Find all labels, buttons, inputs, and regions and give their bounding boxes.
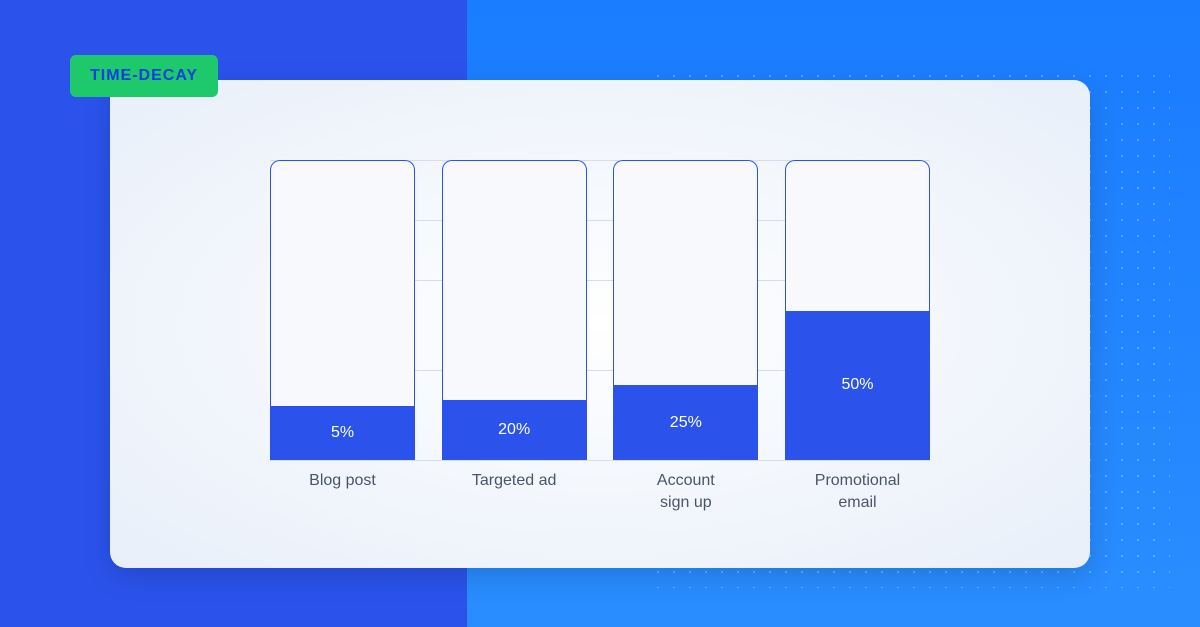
- bar-value-label: 20%: [498, 421, 530, 439]
- bar-outline: 25%: [613, 160, 758, 460]
- bars-container: 5% 20% 25% 50%: [270, 160, 930, 460]
- bar-column: 20%: [442, 160, 587, 460]
- bar-value-label: 25%: [670, 414, 702, 432]
- bar-value-label: 5%: [331, 424, 354, 442]
- plot-area: 5% 20% 25% 50% Blog post Targeted ad Account …: [170, 110, 1030, 538]
- bar-fill: 50%: [786, 311, 929, 461]
- category-label: Account sign up: [613, 470, 758, 513]
- bar-fill: 25%: [614, 385, 757, 460]
- category-label: Promotional email: [785, 470, 930, 513]
- model-badge: TIME-DECAY: [70, 55, 218, 97]
- category-label: Targeted ad: [442, 470, 587, 513]
- bar-outline: 20%: [442, 160, 587, 460]
- category-label: Blog post: [270, 470, 415, 513]
- labels-row: Blog post Targeted ad Account sign up Promo…: [270, 470, 930, 513]
- bar-outline: 5%: [270, 160, 415, 460]
- bar-fill: 5%: [271, 406, 414, 460]
- gridline: [270, 460, 930, 461]
- model-badge-text: TIME-DECAY: [90, 67, 198, 84]
- bar-column: 50%: [785, 160, 930, 460]
- bar-column: 5%: [270, 160, 415, 460]
- bar-value-label: 50%: [841, 376, 873, 394]
- stage: TIME-DECAY 5% 20% 25% 50% Blog post Targeted…: [0, 0, 1200, 627]
- chart-card: 5% 20% 25% 50% Blog post Targeted ad Account …: [110, 80, 1090, 568]
- bar-column: 25%: [613, 160, 758, 460]
- bar-outline: 50%: [785, 160, 930, 460]
- bar-fill: 20%: [443, 400, 586, 460]
